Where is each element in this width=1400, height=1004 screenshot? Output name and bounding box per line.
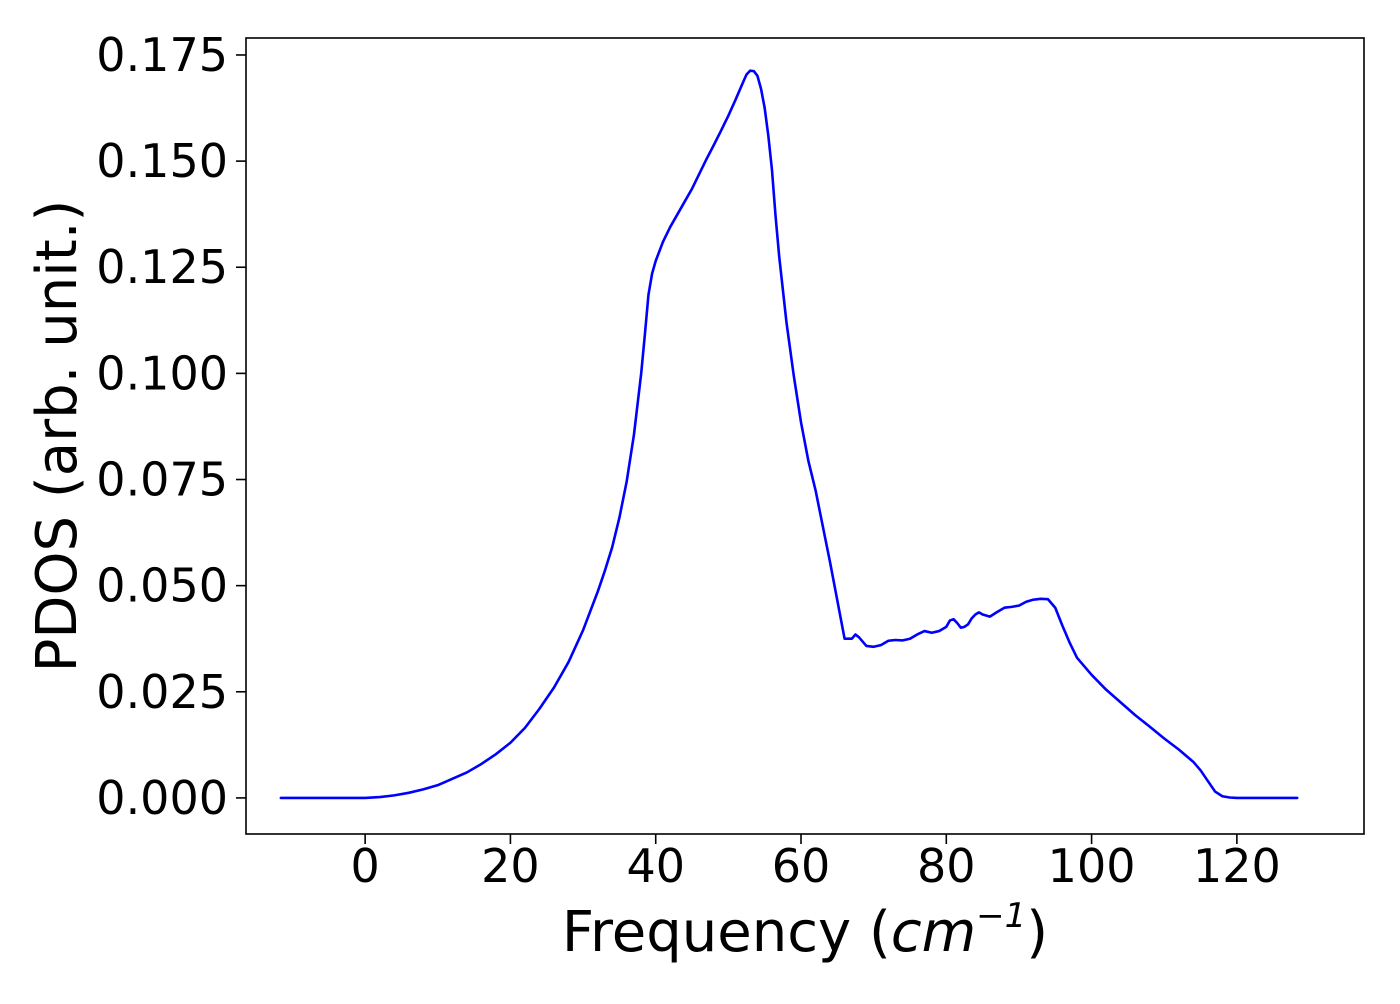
- x-axis-label-unit: cm: [891, 900, 976, 965]
- x-tick-label: 20: [481, 839, 540, 893]
- x-tick-label: 0: [350, 839, 379, 893]
- x-axis-label-exponent: −1: [976, 896, 1026, 936]
- x-tick-label: 40: [626, 839, 685, 893]
- y-tick-label: 0.025: [96, 665, 228, 719]
- x-tick-label: 120: [1193, 839, 1281, 893]
- y-tick-label: 0.125: [96, 240, 228, 294]
- y-tick-label: 0.150: [96, 134, 228, 188]
- x-axis-label: Frequency (cm−1): [562, 896, 1048, 965]
- y-tick-label: 0.000: [96, 771, 228, 825]
- x-tick-label: 100: [1048, 839, 1136, 893]
- y-tick-label: 0.175: [96, 28, 228, 82]
- y-tick-label: 0.050: [96, 559, 228, 613]
- y-tick-label: 0.100: [96, 346, 228, 400]
- x-axis-label-prefix: Frequency (: [562, 900, 891, 965]
- pdos-series-line: [279, 69, 1299, 800]
- y-tick-label: 0.075: [96, 453, 228, 507]
- x-axis-label-suffix: ): [1026, 900, 1048, 965]
- plot-area-frame: [245, 37, 1365, 835]
- x-tick-label: 80: [917, 839, 976, 893]
- y-axis-label: PDOS (arb. unit.): [25, 200, 90, 673]
- x-tick-label: 60: [772, 839, 831, 893]
